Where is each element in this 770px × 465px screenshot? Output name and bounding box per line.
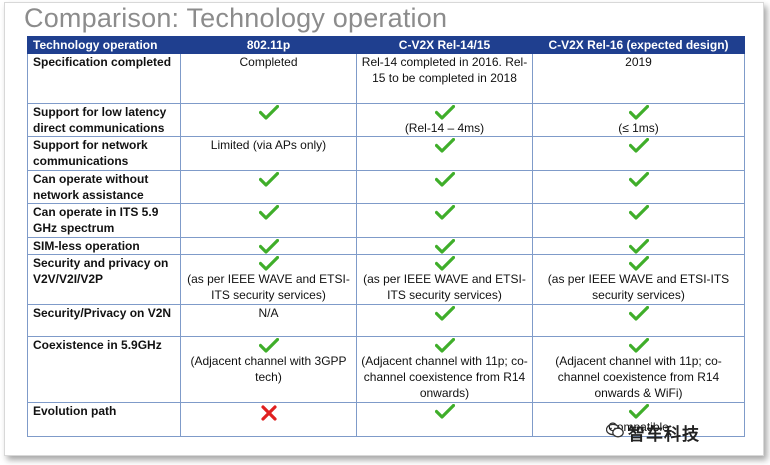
- checkmark-icon: [434, 205, 455, 220]
- checkmark-icon: [258, 172, 279, 187]
- checkmark-icon: [434, 256, 455, 271]
- comparison-table: Technology operation 802.11p C-V2X Rel-1…: [27, 36, 745, 437]
- checkmark-icon: [628, 138, 649, 153]
- table-cell: (Adjacent channel with 11p; co-channel c…: [532, 336, 745, 403]
- row-label: Specification completed: [27, 53, 181, 104]
- table-cell: [532, 203, 745, 238]
- table-cell: [180, 237, 357, 255]
- checkmark-icon: [628, 256, 649, 271]
- checkmark-icon: [434, 172, 455, 187]
- checkmark-icon: [628, 172, 649, 187]
- cell-text: (≤ 1ms): [618, 121, 659, 135]
- table-cell: [532, 304, 745, 337]
- table-row: Security/Privacy on V2N N/A: [27, 304, 745, 337]
- table-cell: [532, 136, 745, 171]
- table-row: Can operate without network assistance: [27, 170, 745, 204]
- row-label: Can operate without network assistance: [27, 170, 181, 204]
- table-row: Coexistence in 5.9GHz (Adjacent channel w…: [27, 336, 745, 403]
- table-header-row: Technology operation 802.11p C-V2X Rel-1…: [27, 36, 745, 54]
- table-cell: (Adjacent channel with 11p; co-channel c…: [356, 336, 533, 403]
- cell-text: (as per IEEE WAVE and ETSI-ITS security …: [547, 272, 730, 302]
- table-cell: 2019: [532, 53, 745, 104]
- table-cell: (as per IEEE WAVE and ETSI-ITS security …: [532, 254, 745, 305]
- checkmark-icon: [628, 239, 649, 254]
- checkmark-icon: [628, 205, 649, 220]
- checkmark-icon: [258, 239, 279, 254]
- table-cell: (≤ 1ms): [532, 103, 745, 137]
- row-label: Support for low latency direct communica…: [27, 103, 181, 137]
- table-cell: N/A: [180, 304, 357, 337]
- table-cell: Rel-14 completed in 2016. Rel-15 to be c…: [356, 53, 533, 104]
- checkmark-icon: [628, 105, 649, 120]
- table-row: Support for low latency direct communica…: [27, 103, 745, 137]
- wechat-logo-icon: [605, 423, 624, 439]
- row-label: Security and privacy on V2V/V2I/V2P: [27, 254, 181, 305]
- table-cell: [356, 237, 533, 255]
- table-cell: [356, 304, 533, 337]
- checkmark-icon: [434, 105, 455, 120]
- header-technology-operation: Technology operation: [27, 36, 181, 54]
- cell-text: (Adjacent channel with 3GPP tech): [190, 354, 347, 384]
- cell-text: N/A: [258, 306, 279, 320]
- cell-text: (Adjacent channel with 11p; co-channel c…: [555, 354, 722, 400]
- cell-text: (as per IEEE WAVE and ETSI-ITS security …: [363, 272, 526, 302]
- table-row: Specification completed Completed Rel-14 c…: [27, 53, 745, 104]
- table-cell: [180, 402, 357, 437]
- cell-text: Limited (via APs only): [210, 138, 327, 152]
- row-label: Coexistence in 5.9GHz: [27, 336, 181, 403]
- table-cell: [180, 170, 357, 204]
- row-label: Support for network communications: [27, 136, 181, 171]
- row-label: SIM-less operation: [27, 237, 181, 255]
- checkmark-icon: [258, 205, 279, 220]
- slide-title: Comparison: Technology operation: [24, 3, 448, 33]
- table-row: Evolution path Compatible: [27, 402, 745, 437]
- table-cell: [356, 203, 533, 238]
- table-cell: [356, 402, 533, 437]
- table-cell: [532, 170, 745, 204]
- header-cv2x-rel16: C-V2X Rel-16 (expected design): [532, 36, 745, 54]
- watermark-text: 智车科技: [628, 425, 700, 444]
- header-80211p: 802.11p: [180, 36, 357, 54]
- table-cell: [180, 203, 357, 238]
- table-cell: Compatible: [532, 402, 745, 437]
- cell-text: Rel-14 completed in 2016. Rel-15 to be c…: [361, 55, 528, 85]
- checkmark-icon: [434, 306, 455, 321]
- table-row: Can operate in ITS 5.9 GHz spectrum: [27, 203, 745, 238]
- cell-text: (Rel-14 – 4ms): [404, 121, 485, 135]
- table-row: Security and privacy on V2V/V2I/V2P (as p…: [27, 254, 745, 305]
- checkmark-icon: [628, 404, 649, 419]
- checkmark-icon: [434, 338, 455, 353]
- cell-text: 2019: [625, 55, 652, 69]
- table-row: Support for network communications Limite…: [27, 136, 745, 171]
- cell-text: (as per IEEE WAVE and ETSI-ITS security …: [187, 272, 350, 302]
- row-label: Security/Privacy on V2N: [27, 304, 181, 337]
- table-cell: Completed: [180, 53, 357, 104]
- table-cell: [356, 170, 533, 204]
- checkmark-icon: [628, 306, 649, 321]
- table-cell: Limited (via APs only): [180, 136, 357, 171]
- checkmark-icon: [258, 105, 279, 120]
- table-cell: [532, 237, 745, 255]
- checkmark-icon: [434, 404, 455, 419]
- table-cell: (as per IEEE WAVE and ETSI-ITS security …: [356, 254, 533, 305]
- checkmark-icon: [628, 338, 649, 353]
- cell-text: (Adjacent channel with 11p; co-channel c…: [361, 354, 528, 400]
- table-cell: (Adjacent channel with 3GPP tech): [180, 336, 357, 403]
- table-cell: [356, 136, 533, 171]
- cross-icon: [260, 405, 277, 421]
- table-cell: (Rel-14 – 4ms): [356, 103, 533, 137]
- row-label: Evolution path: [27, 402, 181, 437]
- checkmark-icon: [434, 239, 455, 254]
- row-label: Can operate in ITS 5.9 GHz spectrum: [27, 203, 181, 238]
- checkmark-icon: [434, 138, 455, 153]
- table-cell: [180, 103, 357, 137]
- checkmark-icon: [258, 256, 279, 271]
- header-cv2x-rel14-15: C-V2X Rel-14/15: [356, 36, 533, 54]
- table-row: SIM-less operation: [27, 237, 745, 255]
- cell-text: Completed: [239, 55, 298, 69]
- checkmark-icon: [258, 338, 279, 353]
- table-cell: (as per IEEE WAVE and ETSI-ITS security …: [180, 254, 357, 305]
